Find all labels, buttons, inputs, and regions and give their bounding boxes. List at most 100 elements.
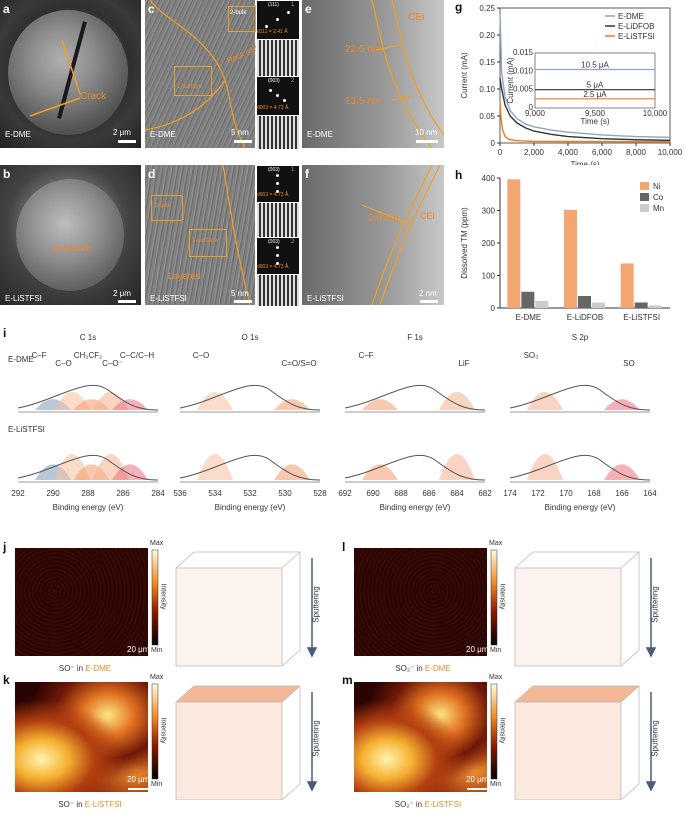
boundary-line bbox=[222, 165, 251, 305]
panel-d-bulk-box bbox=[151, 195, 183, 221]
panel-c-tem-image bbox=[145, 0, 255, 148]
colorbar-k-max: Max bbox=[150, 674, 164, 681]
panel-c-bulk-label: 2-bulk bbox=[230, 10, 247, 16]
cube-side bbox=[620, 686, 640, 800]
x-axis-label: Binding energy (eV) bbox=[380, 503, 451, 512]
peak-label: C–F bbox=[31, 351, 46, 360]
cube-m bbox=[513, 685, 641, 800]
peak-label: SO₃ bbox=[524, 351, 539, 360]
panel-d-lattice-1 bbox=[256, 202, 300, 238]
x-tick-label: 4,000 bbox=[558, 148, 579, 157]
panel-l-caption: SO₂⁻ in E-DME bbox=[378, 664, 468, 673]
peak-fit bbox=[439, 392, 475, 410]
peak-label: C–F bbox=[358, 351, 373, 360]
panel-d-boundary bbox=[222, 165, 251, 305]
caption-sample: E-LiSTFSI bbox=[424, 800, 462, 809]
colorbar-k-min: Min bbox=[151, 781, 163, 788]
cube-side bbox=[281, 552, 301, 667]
bar-Co-E-LiDFOB bbox=[578, 295, 591, 308]
x-tick-label: E-DME bbox=[515, 313, 541, 322]
panel-b-sample: E-LiSTFSI bbox=[5, 294, 42, 303]
panel-a-crack-label: Crack bbox=[80, 91, 107, 102]
panel-j-scalebar bbox=[128, 658, 150, 660]
chart-i: E-DME E-LiSTFSI C 1s 292 290 288 286 284 Binding… bbox=[8, 333, 657, 512]
panel-f-sample: E-LiSTFSI bbox=[307, 294, 344, 303]
x-tick-label: 290 bbox=[46, 489, 60, 498]
x-tick-label: 286 bbox=[116, 489, 130, 498]
cube-side bbox=[281, 686, 301, 800]
peak-fit bbox=[197, 392, 233, 410]
panel-d-lattice-2 bbox=[256, 274, 300, 307]
legend-label: E-DME bbox=[618, 12, 644, 21]
fft-spot bbox=[276, 254, 279, 257]
legend-label: E-LiDFOB bbox=[618, 22, 654, 31]
thickness-arrow-2 bbox=[391, 95, 413, 101]
bar-Mn-E-LiDFOB bbox=[592, 302, 605, 308]
spectrum-envelope bbox=[509, 454, 651, 481]
fft-spot bbox=[276, 174, 279, 177]
x-tick-label: E-LiDFOB bbox=[567, 313, 603, 322]
cube-face bbox=[514, 567, 622, 667]
x-tick-label: 536 bbox=[173, 489, 187, 498]
panel-k-scalebar bbox=[128, 788, 150, 790]
peak-label: LiF bbox=[458, 359, 469, 368]
peak-label: C–O⁻ bbox=[102, 359, 123, 368]
y-tick-label: 0.05 bbox=[479, 112, 495, 121]
panel-c-sample: E-DME bbox=[150, 130, 176, 139]
panel-d-sample: E-LiSTFSI bbox=[150, 294, 187, 303]
x-tick-label: 170 bbox=[559, 489, 573, 498]
panel-f-thickness: 2.0 nm bbox=[368, 213, 399, 224]
sputter-arrowhead-m bbox=[645, 781, 657, 792]
thickness-arrow bbox=[361, 204, 413, 226]
peak-label: C–O bbox=[193, 351, 209, 360]
panel-c-scalebar bbox=[234, 140, 252, 143]
panel-e-sample: E-DME bbox=[307, 130, 333, 139]
x-tick-label: 288 bbox=[81, 489, 95, 498]
fft-spot bbox=[276, 246, 279, 249]
legend-swatch bbox=[640, 204, 649, 212]
fft-spot bbox=[276, 94, 279, 97]
panel-m-letter: m bbox=[342, 673, 353, 687]
series-line-E-DME bbox=[499, 13, 671, 139]
caption-species: SO₂⁻ in bbox=[395, 664, 425, 673]
panel-d-scalebar bbox=[234, 300, 252, 303]
x-tick-label: 534 bbox=[208, 489, 222, 498]
bar-Ni-E-DME bbox=[507, 179, 521, 308]
cube-top bbox=[514, 551, 641, 569]
panel-c-fft2-index: (003) bbox=[268, 78, 280, 84]
caption-sample: E-DME bbox=[85, 664, 112, 673]
y-tick-label: 0 bbox=[491, 139, 496, 148]
y-tick-label: 400 bbox=[482, 174, 496, 183]
legend-label: Mn bbox=[653, 204, 664, 213]
legend-label: Co bbox=[653, 193, 664, 202]
colorbar-j bbox=[151, 549, 159, 646]
x-tick-label: E-LiSTFSI bbox=[623, 313, 660, 322]
fft-spot bbox=[265, 25, 268, 28]
panel-i-letter: i bbox=[3, 326, 7, 340]
panel-j-caption: SO⁻ in E-DME bbox=[40, 664, 130, 673]
cube-side bbox=[620, 552, 640, 667]
panel-c-boundary bbox=[145, 0, 246, 148]
panel-b-scale-text: 2 μm bbox=[113, 289, 131, 298]
spectrum-envelope bbox=[344, 454, 486, 481]
bar-Co-E-LiSTFSI bbox=[634, 302, 648, 308]
spectrum-title: C 1s bbox=[80, 333, 96, 342]
colorbar-m bbox=[490, 683, 498, 780]
panel-d-tem-image bbox=[145, 165, 255, 305]
bar-Mn-E-LiSTFSI bbox=[648, 305, 662, 308]
panel-d-fft1-index: (003) bbox=[268, 167, 280, 173]
panel-l-letter: l bbox=[342, 540, 346, 554]
x-tick-label: 688 bbox=[394, 489, 408, 498]
panel-b-letter: b bbox=[3, 167, 11, 181]
x-tick-label: 530 bbox=[278, 489, 292, 498]
panel-d-fft-2 bbox=[256, 237, 300, 275]
panel-a-sem-image bbox=[0, 0, 141, 148]
crack-arrow-2 bbox=[29, 97, 81, 117]
panel-c-fft2-d: d003 = 4.73 Å bbox=[257, 105, 289, 111]
panel-d-letter: d bbox=[148, 167, 156, 181]
cube-top bbox=[174, 685, 302, 703]
sputter-arrowhead-l bbox=[645, 647, 657, 658]
panel-d-fft1-d: d003 = 4.73 Å bbox=[257, 192, 289, 198]
caption-sample: E-LiSTFSI bbox=[84, 800, 122, 809]
inset-y-tick-label: 0.005 bbox=[513, 85, 534, 94]
